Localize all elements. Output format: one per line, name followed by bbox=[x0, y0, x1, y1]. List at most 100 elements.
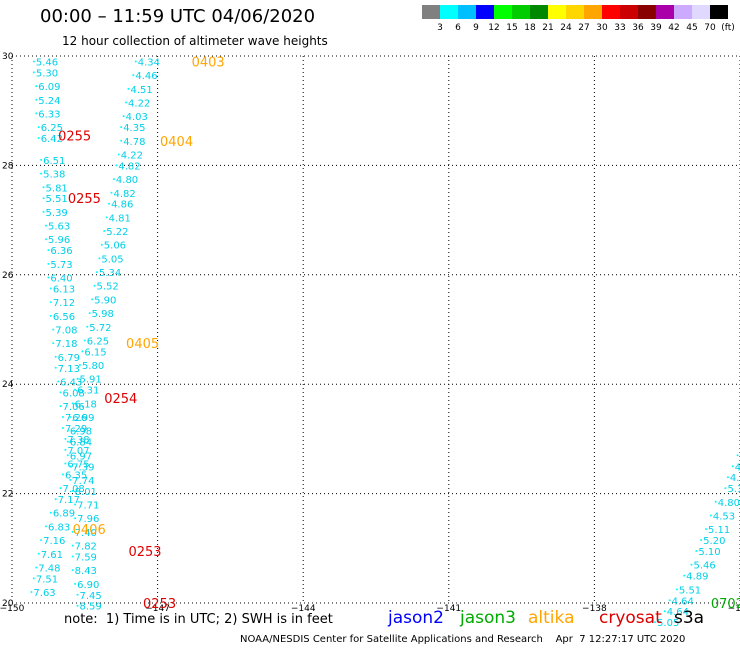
data-point bbox=[35, 566, 38, 569]
data-point bbox=[93, 284, 96, 287]
wave-height-label: 5.73 bbox=[50, 260, 72, 271]
pass-time-label: 0253 bbox=[143, 597, 176, 612]
wave-height-label: 4.0 bbox=[730, 473, 740, 484]
wave-height-label: 4. bbox=[735, 462, 740, 473]
x-tick-label: −144 bbox=[291, 604, 316, 614]
data-point bbox=[122, 115, 125, 118]
scale-label: 70 bbox=[704, 23, 716, 33]
data-point bbox=[108, 202, 111, 205]
y-tick-label: 28 bbox=[2, 161, 14, 171]
scale-label: 15 bbox=[506, 23, 518, 33]
wave-height-label: 6.25 bbox=[41, 123, 63, 134]
wave-height-label: 5.81 bbox=[46, 183, 68, 194]
scale-label: 33 bbox=[614, 23, 626, 33]
data-point bbox=[64, 462, 67, 465]
data-point bbox=[663, 610, 666, 613]
wave-height-label: 7.96 bbox=[77, 514, 99, 525]
data-point bbox=[42, 186, 45, 189]
data-point bbox=[49, 511, 52, 514]
data-point bbox=[54, 355, 57, 358]
wave-height-label: 7.08 bbox=[63, 484, 85, 495]
data-point bbox=[76, 604, 79, 607]
scale-label: 27 bbox=[578, 23, 590, 33]
data-point bbox=[52, 342, 55, 345]
wave-height-label: 7.71 bbox=[77, 501, 99, 512]
data-point bbox=[40, 172, 43, 175]
wave-height-label: 4.22 bbox=[121, 150, 143, 161]
scale-swatch bbox=[620, 5, 638, 19]
x-tick-label: −138 bbox=[582, 604, 607, 614]
pass-time-label: 0255 bbox=[58, 129, 91, 144]
data-point bbox=[35, 85, 38, 88]
data-point bbox=[675, 588, 678, 591]
data-point bbox=[44, 525, 47, 528]
wave-height-label: 5.05 bbox=[657, 618, 679, 629]
wave-height-label: 5.46 bbox=[693, 561, 715, 572]
data-point bbox=[76, 377, 79, 380]
data-point bbox=[37, 137, 40, 140]
wave-height-label: 5.52 bbox=[97, 282, 119, 293]
data-point bbox=[105, 216, 108, 219]
wave-height-label: 4.80 bbox=[116, 175, 138, 186]
data-point bbox=[32, 577, 35, 580]
wave-height-label: 7.51 bbox=[36, 574, 58, 585]
wave-height-label: 5.10 bbox=[698, 547, 720, 558]
data-point bbox=[64, 437, 67, 440]
wave-height-label: 6.18 bbox=[75, 399, 97, 410]
chart-subtitle: 12 hour collection of altimeter wave hei… bbox=[62, 34, 328, 48]
wave-height-label: 7.38 bbox=[67, 435, 89, 446]
wave-height-label: 5.20 bbox=[703, 536, 725, 547]
pass-time-labels: 0403 0404 0405 0406 0255 0255 0254 0253 0253 0702 bbox=[58, 55, 740, 612]
wave-height-label: 4.64 bbox=[667, 607, 689, 618]
wave-height-label: 5.51 bbox=[46, 194, 68, 205]
data-point bbox=[59, 405, 62, 408]
wave-height-label: 7.08 bbox=[55, 326, 77, 337]
y-tick-label: 22 bbox=[2, 490, 13, 500]
data-point bbox=[44, 238, 47, 241]
wave-height-label: 5.11 bbox=[708, 525, 730, 536]
wave-height-label: 6.89 bbox=[53, 509, 75, 520]
pass-time-label: 0406 bbox=[73, 523, 106, 538]
wave-height-label: 7.18 bbox=[55, 339, 77, 350]
pass-time-label: 0253 bbox=[128, 545, 161, 560]
data-point bbox=[69, 416, 72, 419]
wave-height-label: 6.33 bbox=[38, 109, 60, 120]
scale-swatch bbox=[440, 5, 458, 19]
scale-swatch bbox=[530, 5, 548, 19]
data-point bbox=[74, 582, 77, 585]
wave-height-label: 6.25 bbox=[87, 336, 109, 347]
pass-time-label: 0702 bbox=[711, 597, 740, 612]
data-point bbox=[52, 328, 55, 331]
wave-height-label: 4.03 bbox=[126, 112, 148, 123]
data-point bbox=[49, 314, 52, 317]
legend-cryosat: cryosat bbox=[599, 608, 662, 628]
data-point bbox=[71, 544, 74, 547]
scale-label: 6 bbox=[455, 23, 461, 33]
data-point bbox=[736, 454, 739, 457]
data-point bbox=[69, 478, 72, 481]
wave-height-label: 6.40 bbox=[50, 274, 72, 285]
scale-label: 42 bbox=[668, 23, 680, 33]
data-point bbox=[54, 366, 57, 369]
pass-time-label: 0403 bbox=[192, 55, 225, 70]
wave-height-label: 4.34 bbox=[138, 57, 160, 68]
data-point bbox=[78, 364, 81, 367]
scale-swatch bbox=[494, 5, 512, 19]
wave-height-label: 5.1 bbox=[727, 484, 740, 495]
data-point bbox=[668, 599, 671, 602]
wave-height-label: 5.34 bbox=[99, 268, 121, 279]
wave-height-label: 4.46 bbox=[135, 71, 157, 82]
data-point bbox=[724, 487, 727, 490]
data-point bbox=[76, 593, 79, 596]
scale-label: 36 bbox=[632, 23, 644, 33]
data-point bbox=[714, 500, 717, 503]
wave-height-label: 6.79 bbox=[58, 353, 80, 364]
scale-label: 21 bbox=[542, 23, 554, 33]
data-point bbox=[120, 139, 123, 142]
scale-swatch bbox=[656, 5, 674, 19]
y-tick-label: 30 bbox=[2, 52, 14, 62]
data-point bbox=[83, 339, 86, 342]
data-point bbox=[134, 60, 137, 63]
wave-height-label: 5.91 bbox=[80, 375, 102, 386]
